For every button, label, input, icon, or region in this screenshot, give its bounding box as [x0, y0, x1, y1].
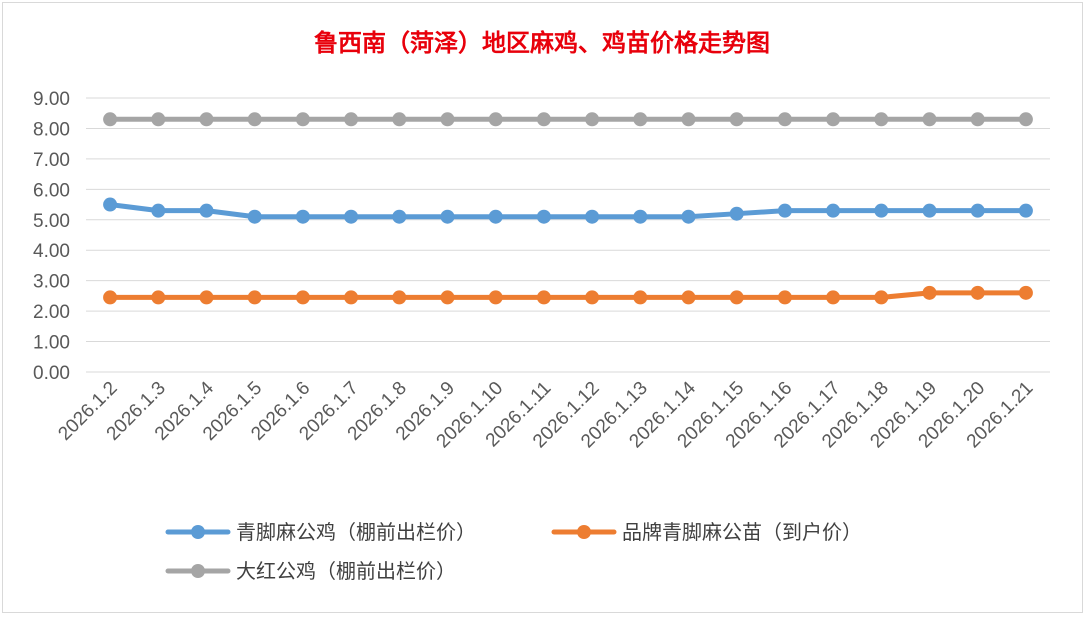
- data-point: [392, 209, 407, 224]
- data-point: [1018, 285, 1033, 300]
- data-point: [440, 112, 455, 127]
- data-point: [247, 112, 262, 127]
- data-point: [199, 112, 214, 127]
- legend-label: 青脚麻公鸡（棚前出栏价）: [236, 520, 476, 544]
- data-point: [633, 112, 648, 127]
- data-point: [681, 209, 696, 224]
- y-tick-label: 2.00: [33, 302, 70, 323]
- y-tick-label: 9.00: [33, 89, 70, 110]
- data-point: [970, 203, 985, 218]
- data-point: [488, 209, 503, 224]
- y-tick-label: 8.00: [33, 119, 70, 140]
- legend-marker: [191, 525, 205, 539]
- data-point: [199, 203, 214, 218]
- data-point: [440, 209, 455, 224]
- legend: 青脚麻公鸡（棚前出栏价） 品牌青脚麻公苗（到户价） 大红公鸡（棚前出栏价）: [165, 520, 862, 583]
- data-point: [392, 112, 407, 127]
- data-point: [536, 112, 551, 127]
- data-point: [633, 290, 648, 305]
- y-tick-label: 1.00: [33, 333, 70, 354]
- data-point: [151, 203, 166, 218]
- data-point: [295, 290, 310, 305]
- data-point: [344, 112, 359, 127]
- series-0: [103, 197, 1033, 224]
- data-point: [729, 290, 744, 305]
- series-2: [103, 112, 1033, 127]
- legend-item: 青脚麻公鸡（棚前出栏价）: [165, 520, 476, 544]
- data-point: [151, 290, 166, 305]
- data-point: [681, 112, 696, 127]
- gridlines: [86, 97, 1050, 373]
- series-layer: [103, 112, 1033, 305]
- data-point: [922, 285, 937, 300]
- data-point: [777, 203, 792, 218]
- data-point: [103, 197, 118, 212]
- data-point: [440, 290, 455, 305]
- data-point: [874, 203, 889, 218]
- data-point: [151, 112, 166, 127]
- data-point: [826, 112, 841, 127]
- data-point: [585, 209, 600, 224]
- data-point: [247, 209, 262, 224]
- data-point: [970, 285, 985, 300]
- legend-marker: [191, 564, 205, 578]
- data-point: [295, 112, 310, 127]
- data-point: [777, 112, 792, 127]
- y-tick-label: 3.00: [33, 272, 70, 293]
- data-point: [633, 209, 648, 224]
- data-point: [488, 290, 503, 305]
- legend-label: 大红公鸡（棚前出栏价）: [236, 559, 456, 583]
- series-line: [107, 290, 1029, 300]
- data-point: [199, 290, 214, 305]
- legend-marker: [577, 525, 591, 539]
- y-tick-label: 7.00: [33, 150, 70, 171]
- data-point: [729, 112, 744, 127]
- legend-item: 大红公鸡（棚前出栏价）: [165, 559, 456, 583]
- y-axis-tick-labels: 0.00 1.00 2.00 3.00 4.00 5.00 6.00 7.00 8.00 9.00: [33, 89, 70, 384]
- data-point: [729, 206, 744, 221]
- data-point: [1018, 203, 1033, 218]
- data-point: [585, 290, 600, 305]
- chart-title: 鲁西南（菏泽）地区麻鸡、鸡苗价格走势图: [314, 28, 770, 57]
- data-point: [922, 112, 937, 127]
- data-point: [344, 290, 359, 305]
- data-point: [922, 203, 937, 218]
- data-point: [103, 290, 118, 305]
- data-point: [970, 112, 985, 127]
- y-tick-label: 4.00: [33, 241, 70, 262]
- data-point: [826, 290, 841, 305]
- data-point: [536, 209, 551, 224]
- data-point: [392, 290, 407, 305]
- data-point: [488, 112, 503, 127]
- data-point: [247, 290, 262, 305]
- legend-item: 品牌青脚麻公苗（到户价）: [551, 520, 862, 544]
- data-point: [681, 290, 696, 305]
- data-point: [295, 209, 310, 224]
- data-point: [826, 203, 841, 218]
- legend-label: 品牌青脚麻公苗（到户价）: [622, 520, 862, 544]
- data-point: [874, 290, 889, 305]
- series-line: [107, 202, 1029, 220]
- data-point: [874, 112, 889, 127]
- data-point: [777, 290, 792, 305]
- data-point: [585, 112, 600, 127]
- y-tick-label: 6.00: [33, 180, 70, 201]
- data-point: [536, 290, 551, 305]
- y-tick-label: 0.00: [33, 363, 70, 384]
- data-point: [1018, 112, 1033, 127]
- series-1: [103, 285, 1033, 305]
- data-point: [344, 209, 359, 224]
- data-point: [103, 112, 118, 127]
- y-tick-label: 5.00: [33, 211, 70, 232]
